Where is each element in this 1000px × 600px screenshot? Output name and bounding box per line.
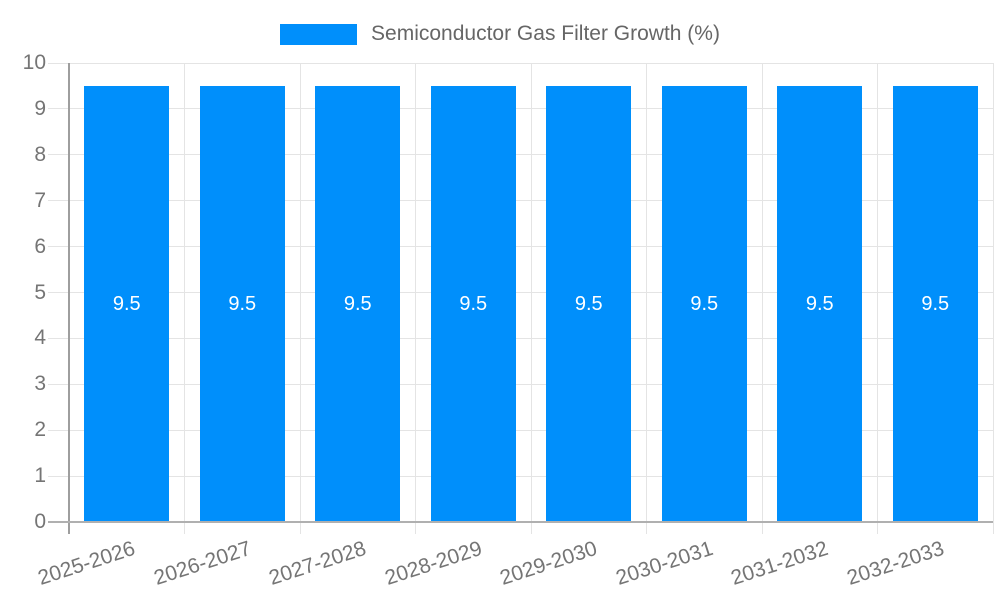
bar xyxy=(430,85,516,522)
bar-value-label: 9.5 xyxy=(574,292,603,315)
y-grid-line xyxy=(48,246,993,248)
x-grid-line xyxy=(646,63,647,534)
y-grid-line xyxy=(48,200,993,202)
bar-value-label: 9.5 xyxy=(690,292,719,315)
bar xyxy=(84,85,170,522)
y-tick-label: 2 xyxy=(34,418,46,442)
y-tick-label: 4 xyxy=(34,326,46,350)
y-tick-label: 5 xyxy=(34,280,46,304)
x-tick-label-text: 2027-2028 xyxy=(266,536,370,590)
bar-value-label: 9.5 xyxy=(805,292,834,315)
y-grid-line xyxy=(48,383,993,385)
x-grid-line xyxy=(992,63,994,534)
y-grid-line xyxy=(48,429,993,431)
bar xyxy=(199,85,285,522)
y-grid-line xyxy=(48,292,993,293)
bar-value-label: 9.5 xyxy=(921,292,950,315)
x-tick-label-text: 2029-2030 xyxy=(497,536,601,590)
x-grid-line xyxy=(761,63,763,534)
x-grid-line xyxy=(415,63,416,534)
bar-value-label: 9.5 xyxy=(459,292,488,315)
y-tick-label: 9 xyxy=(34,96,46,120)
bar xyxy=(661,85,747,522)
y-grid-line xyxy=(48,154,993,156)
x-tick-label-text: 2030-2031 xyxy=(613,536,716,590)
x-grid-line xyxy=(530,63,532,534)
legend-swatch xyxy=(280,23,358,45)
bar-value-label: 9.5 xyxy=(343,292,372,315)
bar-value-label: 9.5 xyxy=(112,292,141,315)
y-grid-line xyxy=(48,337,993,339)
y-tick-label: 10 xyxy=(22,51,46,74)
x-tick-label-text: 2026-2027 xyxy=(151,536,254,590)
y-axis-line xyxy=(68,63,70,534)
bar-value-label: 9.5 xyxy=(228,292,257,315)
bar xyxy=(546,85,632,522)
y-tick-label: 0 xyxy=(34,510,46,533)
y-grid-line xyxy=(48,475,993,477)
x-tick-label-text: 2032-2033 xyxy=(844,536,947,590)
y-grid-line xyxy=(48,108,993,110)
legend-label: Semiconductor Gas Filter Growth (%) xyxy=(371,22,720,45)
y-tick-label: 1 xyxy=(34,464,46,488)
x-tick-label-text: 2028-2029 xyxy=(382,536,485,590)
bar xyxy=(777,85,863,522)
x-grid-line xyxy=(877,63,878,534)
x-axis-baseline xyxy=(48,521,993,523)
x-tick-label-text: 2031-2032 xyxy=(728,536,832,590)
bar xyxy=(892,85,978,522)
y-tick-label: 6 xyxy=(34,234,46,258)
x-tick-label-text: 2025-2026 xyxy=(35,536,139,590)
x-grid-line xyxy=(299,63,301,534)
y-grid-line xyxy=(48,62,993,64)
y-tick-label: 7 xyxy=(34,188,46,212)
y-tick-label: 8 xyxy=(34,142,46,166)
y-tick-label: 3 xyxy=(34,372,46,396)
x-grid-line xyxy=(184,63,185,534)
bar xyxy=(315,85,401,522)
legend[interactable]: Semiconductor Gas Filter Growth (%) xyxy=(0,18,1000,50)
